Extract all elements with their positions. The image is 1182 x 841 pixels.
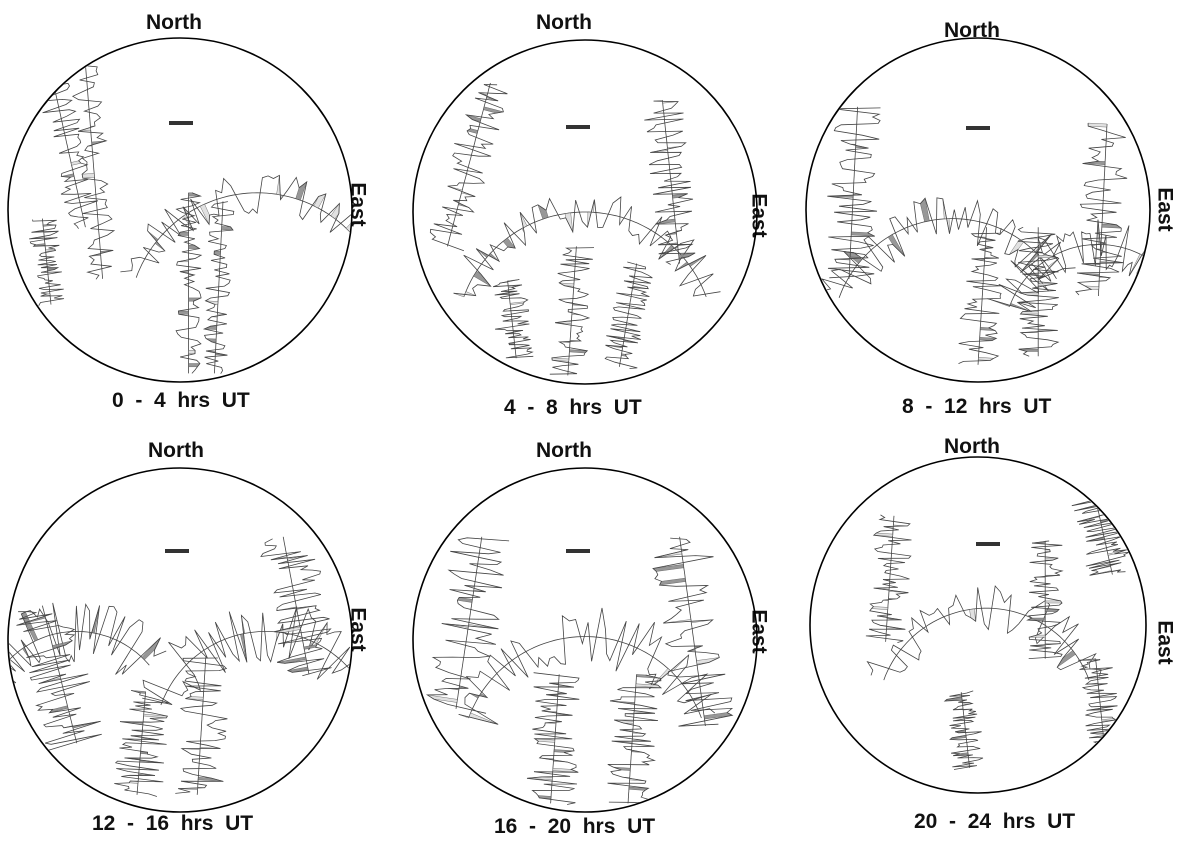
sky-panel-traces <box>7 37 353 383</box>
time-range-label: 12 - 16 hrs UT <box>92 812 254 835</box>
time-range-label: 20 - 24 hrs UT <box>914 810 1076 833</box>
north-label: North <box>536 11 592 34</box>
sky-circle <box>7 467 353 813</box>
sky-panel-traces <box>412 39 758 385</box>
north-label: North <box>536 439 592 462</box>
sky-circle <box>7 37 353 383</box>
time-range-label: 0 - 4 hrs UT <box>112 389 250 412</box>
north-label: North <box>148 439 204 462</box>
sky-circle <box>412 39 758 385</box>
sky-circle <box>809 456 1147 794</box>
sky-panel-traces <box>7 467 353 813</box>
sky-panel-traces <box>412 467 758 813</box>
time-range-label: 4 - 8 hrs UT <box>504 396 642 419</box>
sky-circle <box>412 467 758 813</box>
north-label: North <box>944 19 1000 42</box>
sky-panel-traces <box>805 37 1151 383</box>
sky-circle <box>805 37 1151 383</box>
north-label: North <box>146 11 202 34</box>
time-range-label: 16 - 20 hrs UT <box>494 815 656 838</box>
north-label: North <box>944 435 1000 458</box>
time-range-label: 8 - 12 hrs UT <box>902 395 1052 418</box>
sky-panel-traces <box>809 456 1147 794</box>
